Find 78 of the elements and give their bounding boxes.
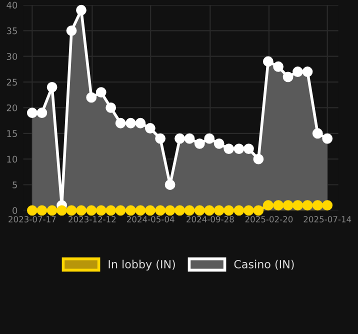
point: [292, 200, 303, 210]
point: [174, 205, 185, 216]
point: [224, 144, 234, 154]
point: [243, 144, 254, 154]
x-tick-label: 2023-07-17: [8, 216, 56, 222]
point: [273, 200, 284, 210]
point: [253, 154, 264, 164]
x-tick-label: 2025-07-14: [304, 216, 352, 222]
point: [26, 108, 38, 118]
y-tick-label: 35: [6, 27, 17, 34]
x-tick-label: 2025-02-20: [245, 216, 293, 222]
x-tick-label: 2024-09-28: [186, 216, 234, 222]
y-tick-label: 40: [6, 2, 18, 9]
point: [86, 205, 97, 216]
point: [234, 205, 244, 216]
point: [106, 205, 116, 216]
point: [135, 205, 146, 216]
point: [115, 118, 126, 128]
point: [36, 108, 48, 118]
point: [322, 133, 333, 144]
point: [36, 205, 48, 216]
point: [262, 56, 274, 67]
point: [26, 205, 38, 216]
point: [174, 133, 185, 144]
point: [164, 180, 176, 190]
legend-label: Casino (IN): [234, 260, 294, 270]
x-tick-label: 2024-05-04: [126, 216, 174, 222]
point: [253, 205, 264, 216]
point: [312, 128, 323, 139]
point: [66, 205, 77, 216]
point: [144, 205, 156, 216]
y-tick-label: 20: [6, 104, 18, 112]
point: [126, 118, 136, 128]
point: [224, 205, 234, 216]
point: [322, 200, 333, 210]
y-tick-label: 0: [12, 207, 18, 214]
point: [302, 66, 313, 77]
point: [106, 102, 116, 113]
point: [96, 205, 106, 216]
point: [234, 144, 244, 154]
point: [302, 200, 313, 210]
point: [282, 200, 294, 210]
point: [76, 4, 86, 16]
point: [126, 205, 136, 216]
point: [214, 138, 224, 149]
y-tick-label: 5: [12, 182, 17, 188]
point: [155, 205, 166, 216]
point: [76, 205, 86, 216]
point: [204, 133, 215, 144]
point: [144, 123, 156, 134]
point: [56, 205, 67, 216]
legend-label: In lobby (IN): [108, 260, 175, 271]
point: [292, 66, 303, 77]
point: [204, 205, 215, 216]
point: [46, 82, 58, 92]
point: [184, 205, 195, 216]
point: [273, 61, 284, 72]
point: [46, 205, 58, 216]
y-tick-label: 15: [7, 130, 17, 137]
point: [135, 118, 146, 128]
point: [194, 138, 205, 149]
y-tick-label: 25: [6, 78, 17, 86]
point: [96, 87, 106, 98]
point: [282, 72, 294, 82]
point: [194, 205, 205, 216]
point: [164, 205, 176, 216]
point: [262, 200, 274, 210]
point: [66, 25, 77, 36]
point: [155, 133, 166, 144]
point: [243, 205, 254, 216]
point: [115, 205, 126, 216]
point: [214, 205, 224, 216]
x-tick-label: 2023-12-12: [68, 216, 116, 222]
y-tick-label: 30: [6, 53, 18, 60]
y-tick-label: 10: [7, 156, 18, 163]
point: [184, 133, 195, 144]
point: [86, 92, 97, 103]
point: [312, 200, 323, 210]
